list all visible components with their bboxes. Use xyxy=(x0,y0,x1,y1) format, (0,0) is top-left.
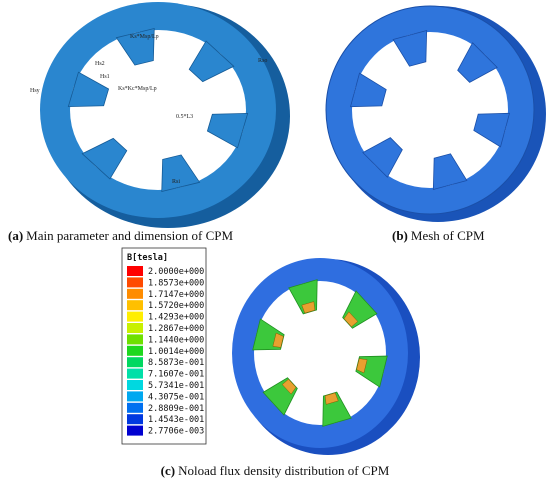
tooth xyxy=(81,137,128,180)
legend-swatch xyxy=(127,300,143,311)
legend-label: 2.0000e+000 xyxy=(148,267,204,277)
dimension-label: 0.5*L3 xyxy=(176,114,193,120)
legend-label: 4.3075e-001 xyxy=(148,392,204,402)
legend-swatch xyxy=(127,345,143,356)
legend-label: 2.8809e-001 xyxy=(148,404,204,414)
dimension-label: Ks*Msp/Lp xyxy=(130,34,159,40)
caption-b: (b) Mesh of CPM xyxy=(392,228,485,243)
tooth-tip xyxy=(272,332,284,348)
tooth-tip xyxy=(343,311,359,328)
tooth-tip xyxy=(356,358,368,374)
legend-swatch xyxy=(127,368,143,379)
dimension-label: Hs2 xyxy=(95,61,105,67)
caption-label: (c) xyxy=(161,463,175,478)
legend-label: 2.7706e-003 xyxy=(148,427,204,437)
legend-label: 1.7147e+000 xyxy=(148,290,204,300)
legend-label: 1.8573e+000 xyxy=(148,278,204,288)
legend-swatch xyxy=(127,391,143,402)
caption-c: (c) Noload flux density distribution of C… xyxy=(161,463,390,478)
cpm-geometry xyxy=(40,2,290,228)
tooth-tip xyxy=(301,301,316,314)
tooth xyxy=(432,153,468,191)
dimension-label: Hsy xyxy=(30,88,40,94)
legend-swatch xyxy=(127,266,143,276)
cpm-mesh xyxy=(325,5,546,222)
legend-label: 5.7341e-001 xyxy=(148,381,204,391)
legend-swatch xyxy=(127,311,143,322)
caption-a: (a) Main parameter and dimension of CPM xyxy=(8,228,233,243)
tooth xyxy=(188,40,235,83)
tooth xyxy=(67,71,110,108)
caption-text: Noload flux density distribution of CPM xyxy=(178,463,390,478)
legend-swatch xyxy=(127,414,143,425)
legend-swatch xyxy=(127,425,143,436)
legend-swatch xyxy=(127,323,143,333)
legend-label: 1.4543e-001 xyxy=(148,415,204,425)
caption-label: (a) xyxy=(8,228,23,243)
legend-swatch xyxy=(127,357,143,368)
tooth-tip xyxy=(324,392,339,405)
cpm-flux xyxy=(232,258,420,455)
legend-label: 7.1607e-001 xyxy=(148,370,204,380)
legend-title: B[tesla] xyxy=(127,253,168,263)
legend-swatch xyxy=(127,277,143,288)
tooth xyxy=(206,112,249,149)
dimension-label: Rsi xyxy=(172,179,180,185)
legend-swatch xyxy=(127,288,143,299)
legend-label: 1.4293e+000 xyxy=(148,313,204,323)
dimension-label: Rso xyxy=(258,58,267,64)
caption-text: Mesh of CPM xyxy=(411,228,485,243)
legend-label: 1.5720e+000 xyxy=(148,301,204,311)
caption-text: Main parameter and dimension of CPM xyxy=(26,228,233,243)
tooth xyxy=(457,42,498,83)
legend-label: 1.0014e+000 xyxy=(148,347,204,357)
caption-label: (b) xyxy=(392,228,408,243)
tooth xyxy=(161,154,201,193)
legend-label: 1.2867e+000 xyxy=(148,324,204,334)
tooth xyxy=(473,112,511,148)
tooth-tip xyxy=(281,378,297,395)
tooth xyxy=(362,137,403,178)
tooth xyxy=(115,27,155,66)
legend-label: 1.1440e+000 xyxy=(148,335,204,345)
dimension-label: Ks*Kc*Msp/Lp xyxy=(118,86,157,92)
tooth xyxy=(392,29,428,67)
legend-label: 8.5873e-001 xyxy=(148,358,204,368)
tooth xyxy=(349,72,387,108)
legend-swatch xyxy=(127,380,143,390)
legend-swatch xyxy=(127,334,143,345)
dimension-label: Hs1 xyxy=(100,74,110,80)
legend-swatch xyxy=(127,402,143,413)
